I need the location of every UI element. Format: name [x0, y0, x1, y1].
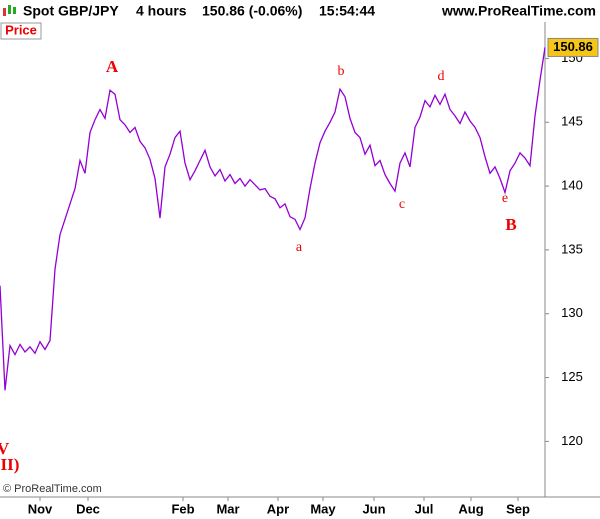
x-tick-label: Jul — [415, 501, 434, 516]
x-tick-label: Mar — [216, 501, 239, 516]
x-tick-label: Feb — [171, 501, 194, 516]
wave-label: a — [296, 240, 303, 255]
symbol: Spot GBP/JPY — [23, 3, 119, 19]
time: 15:54:44 — [319, 3, 375, 19]
wave-label: c — [399, 197, 405, 212]
y-tick-label: 130 — [561, 305, 583, 320]
x-tick-label: Apr — [267, 501, 289, 516]
wave-label: b — [338, 64, 345, 79]
price-line — [0, 47, 546, 391]
panel-label-box — [0, 22, 42, 40]
wave-label: A — [106, 57, 119, 76]
last-price-box — [547, 37, 599, 57]
quote: 150.86 (-0.06%) — [202, 3, 302, 19]
wave-label: B — [505, 215, 516, 234]
timeframe: 4 hours — [136, 3, 187, 19]
wave-label: d — [438, 69, 445, 84]
y-tick-label: 125 — [561, 369, 583, 384]
x-tick-label: Dec — [76, 501, 100, 516]
y-tick-label: 145 — [561, 114, 583, 129]
x-tick-label: May — [310, 501, 336, 516]
y-tick-label: 120 — [561, 433, 583, 448]
watermark: © ProRealTime.com — [3, 483, 102, 495]
panel-label: Price — [5, 22, 37, 37]
icon — [3, 5, 16, 16]
last-price-label: 150.86 — [553, 39, 593, 54]
x-tick-label: Aug — [458, 501, 483, 516]
x-tick-label: Sep — [506, 501, 530, 516]
wave-label: II) — [1, 455, 20, 474]
x-tick-label: Nov — [28, 501, 53, 516]
x-tick-label: Jun — [362, 501, 385, 516]
wave-label: e — [502, 191, 508, 206]
site: www.ProRealTime.com — [441, 3, 596, 19]
y-tick-label: 135 — [561, 241, 583, 256]
wave-label: V — [0, 439, 10, 458]
y-tick-label: 140 — [561, 178, 583, 193]
